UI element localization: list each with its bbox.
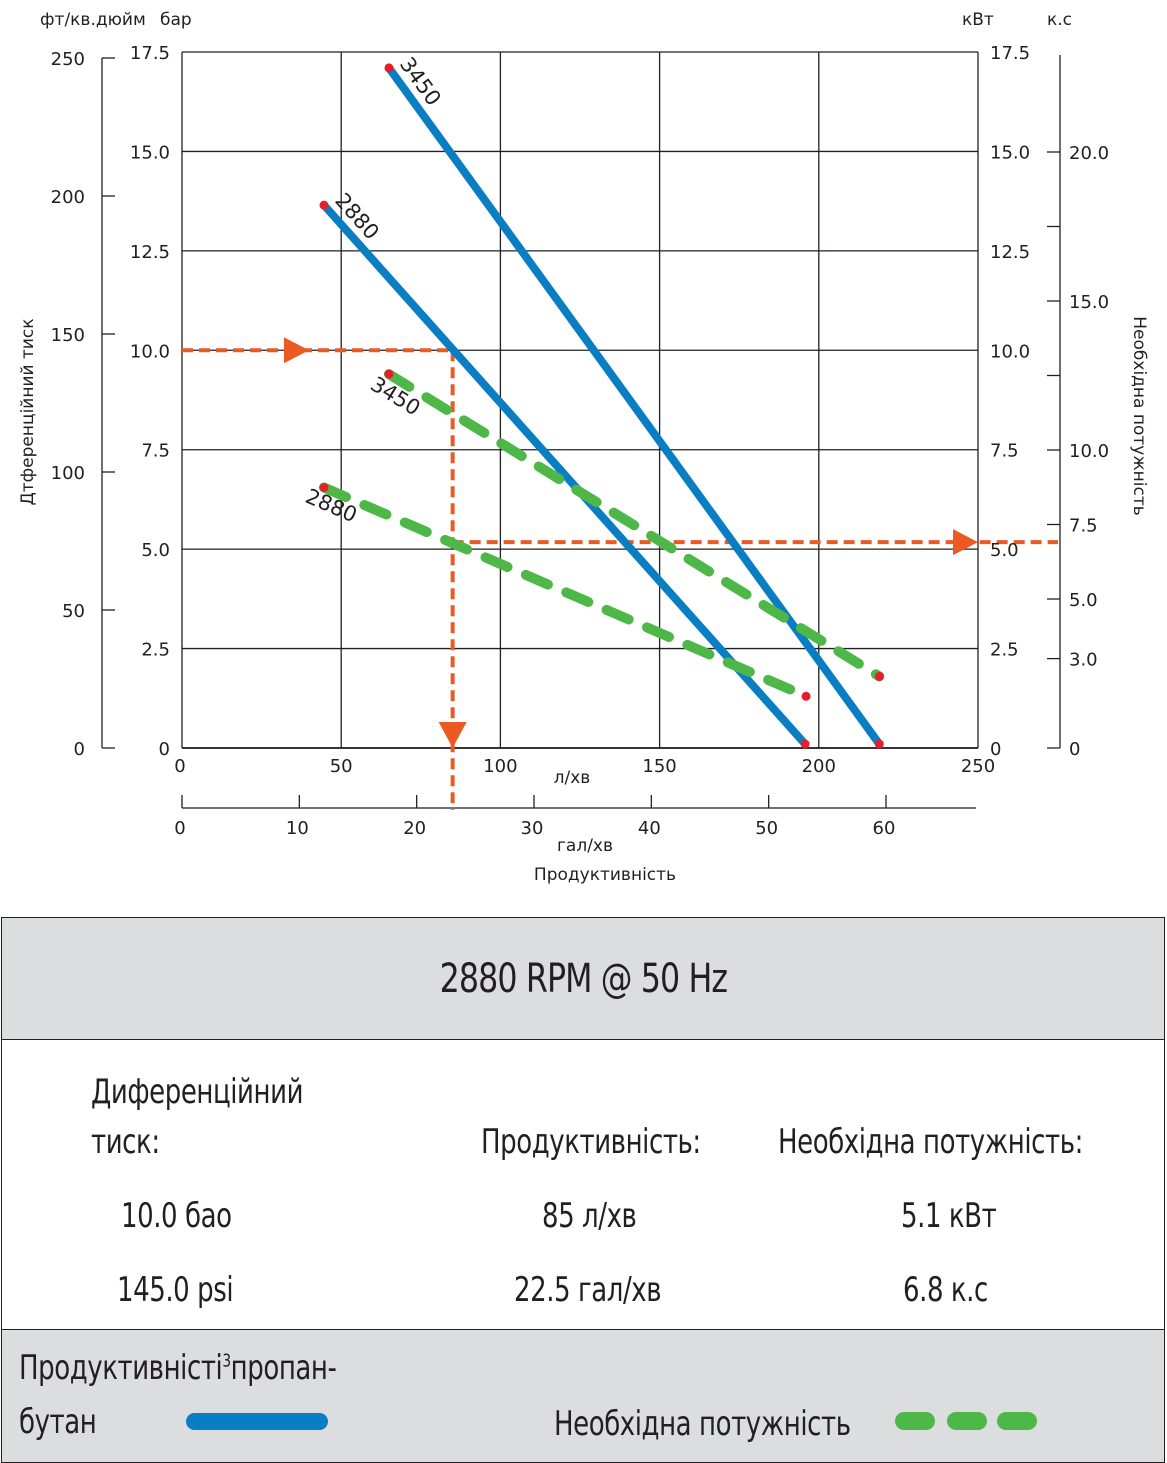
y-left-bar-tick-label: 12.5 bbox=[130, 242, 170, 263]
labels: 0 2.5 5.0 7.5 10.0 12.5 15.0 17.5 0 2.5 5.0 7.5 10.0… bbox=[18, 10, 1149, 885]
guide-arrow-down-icon bbox=[438, 722, 467, 748]
curve-endpoint-marker bbox=[800, 739, 810, 749]
x-lpm-tick-label: 100 bbox=[483, 756, 517, 777]
y-left-psi-tick-label: 150 bbox=[51, 325, 85, 346]
grid bbox=[181, 51, 979, 749]
legend-flow-label-line1: Продуктивністі3пропан- bbox=[19, 1348, 337, 1388]
x-gal-tick-label: 0 bbox=[174, 818, 185, 839]
curve-endpoint-marker bbox=[319, 482, 329, 492]
y-right-hp-unit: к.с bbox=[1047, 10, 1072, 30]
y-left-psi-tick-label: 0 bbox=[74, 739, 85, 760]
y-left-bar-tick-label: 2.5 bbox=[141, 640, 170, 661]
x-gal-tick-label: 30 bbox=[521, 818, 544, 839]
x-lpm-tick-label: 0 bbox=[174, 756, 185, 777]
y-left-bar-tick-label: 7.5 bbox=[141, 441, 170, 462]
y-left-psi-tick-label: 50 bbox=[62, 601, 85, 622]
x-gal-tick-label: 50 bbox=[755, 818, 778, 839]
y-left-bar-tick-label: 0 bbox=[159, 739, 170, 760]
axes bbox=[101, 55, 1061, 809]
y-left-psi-tick-label: 100 bbox=[51, 463, 85, 484]
legend-power-swatch-dash bbox=[997, 1412, 1037, 1430]
result-title-panel: 2880 RPM @ 50 Hz bbox=[1, 917, 1165, 1040]
y-right-kw-tick-label: 12.5 bbox=[990, 242, 1030, 263]
x-lpm-unit: л/хв bbox=[554, 768, 591, 788]
curve-endpoint-marker bbox=[874, 739, 884, 749]
legend-power-label: Необхідна потужність bbox=[554, 1404, 851, 1444]
y-left-bar-tick-label: 15.0 bbox=[130, 142, 170, 163]
x-axis-title: Продуктивність bbox=[534, 865, 676, 885]
performance-chart: 0 2.5 5.0 7.5 10.0 12.5 15.0 17.5 0 2.5 5.0 7.5 10.0… bbox=[18, 10, 1149, 885]
curve-endpoint-marker bbox=[384, 369, 394, 379]
series bbox=[319, 63, 885, 749]
x-gal-tick-label: 40 bbox=[638, 818, 661, 839]
power-value-kw: 5.1 кВт bbox=[901, 1196, 997, 1236]
y-left-axis-title: Дтференційний тиск bbox=[18, 318, 38, 505]
y-right-kw-tick-label: 7.5 bbox=[990, 441, 1019, 462]
y-right-kw-tick-label: 10.0 bbox=[990, 341, 1030, 362]
legend-power-swatch-dash bbox=[895, 1412, 935, 1430]
pressure-header-line2: тиск: bbox=[91, 1122, 160, 1162]
pressure-value-bar: 10.0 бао bbox=[121, 1196, 232, 1236]
legend-panel: Продуктивністі3пропан- бутан Необхідна п… bbox=[1, 1329, 1165, 1463]
x-lpm-tick-label: 150 bbox=[642, 756, 676, 777]
flow-header: Продуктивність: bbox=[481, 1122, 701, 1162]
curve-endpoint-marker bbox=[319, 200, 329, 210]
y-right-kw-tick-label: 5.0 bbox=[990, 540, 1019, 561]
curve-endpoint-marker bbox=[384, 63, 394, 73]
y-right-hp-tick-label: 20.0 bbox=[1069, 143, 1109, 164]
y-right-kw-tick-label: 15.0 bbox=[990, 142, 1030, 163]
legend-power-swatch-dash bbox=[947, 1412, 987, 1430]
y-right-kw-unit: кВт bbox=[962, 10, 994, 30]
y-left-bar-unit: бар bbox=[160, 10, 192, 30]
y-right-hp-tick-label: 0 bbox=[1069, 739, 1080, 760]
y-left-psi-tick-label: 200 bbox=[51, 187, 85, 208]
flow-curve-2880 bbox=[320, 201, 810, 749]
y-right-hp-tick-label: 7.5 bbox=[1069, 516, 1098, 537]
power-curve-2880 bbox=[319, 482, 812, 702]
y-left-bar-tick-label: 17.5 bbox=[130, 43, 170, 64]
y-left-bar-tick-label: 10.0 bbox=[130, 341, 170, 362]
y-right-kw-tick-label: 2.5 bbox=[990, 640, 1019, 661]
y-right-hp-tick-label: 3.0 bbox=[1069, 650, 1098, 671]
y-left-psi-tick-label: 250 bbox=[51, 49, 85, 70]
guide-lines bbox=[182, 337, 1058, 810]
legend-flow-label-line2: бутан bbox=[19, 1402, 97, 1442]
curve-endpoint-marker bbox=[801, 691, 811, 701]
y-right-axis-title: Необхідна потужність bbox=[1129, 316, 1149, 516]
guide-arrow-right-icon bbox=[284, 337, 309, 364]
y-left-bar-tick-label: 5.0 bbox=[141, 540, 170, 561]
pressure-header-line1: Диференційний bbox=[91, 1072, 304, 1112]
y-left-psi-unit: фт/кв.дюйм bbox=[40, 10, 146, 30]
x-gal-tick-label: 10 bbox=[286, 818, 309, 839]
x-gal-tick-label: 60 bbox=[873, 818, 896, 839]
x-lpm-tick-label: 200 bbox=[802, 756, 836, 777]
pressure-value-psi: 145.0 psi bbox=[117, 1270, 234, 1310]
result-title: 2880 RPM @ 50 Hz bbox=[439, 956, 727, 1002]
power-curve-3450 bbox=[383, 369, 885, 682]
x-lpm-tick-label: 50 bbox=[330, 756, 353, 777]
y-right-kw-tick-label: 0 bbox=[990, 739, 1001, 760]
flow-curve-3450 bbox=[384, 63, 884, 749]
flow-value-lpm: 85 л/хв bbox=[542, 1196, 637, 1236]
power-value-hp: 6.8 к.с bbox=[903, 1270, 988, 1310]
flow-value-gpm: 22.5 гал/хв bbox=[514, 1270, 662, 1310]
x-gal-tick-label: 20 bbox=[403, 818, 426, 839]
power-header: Необхідна потужність: bbox=[778, 1122, 1083, 1162]
legend-flow-swatch bbox=[186, 1413, 328, 1430]
y-right-hp-tick-label: 15.0 bbox=[1069, 292, 1109, 313]
result-panel: Диференційний тиск: 10.0 бао 145.0 psi П… bbox=[1, 1039, 1165, 1330]
guide-arrow-right-icon bbox=[953, 529, 978, 556]
y-right-hp-tick-label: 10.0 bbox=[1069, 441, 1109, 462]
x-lpm-tick-label: 250 bbox=[961, 756, 995, 777]
y-right-kw-tick-label: 17.5 bbox=[990, 43, 1030, 64]
y-right-hp-tick-label: 5.0 bbox=[1069, 590, 1098, 611]
curve-endpoint-marker bbox=[874, 671, 884, 681]
x-gal-unit: гал/хв bbox=[557, 836, 613, 856]
